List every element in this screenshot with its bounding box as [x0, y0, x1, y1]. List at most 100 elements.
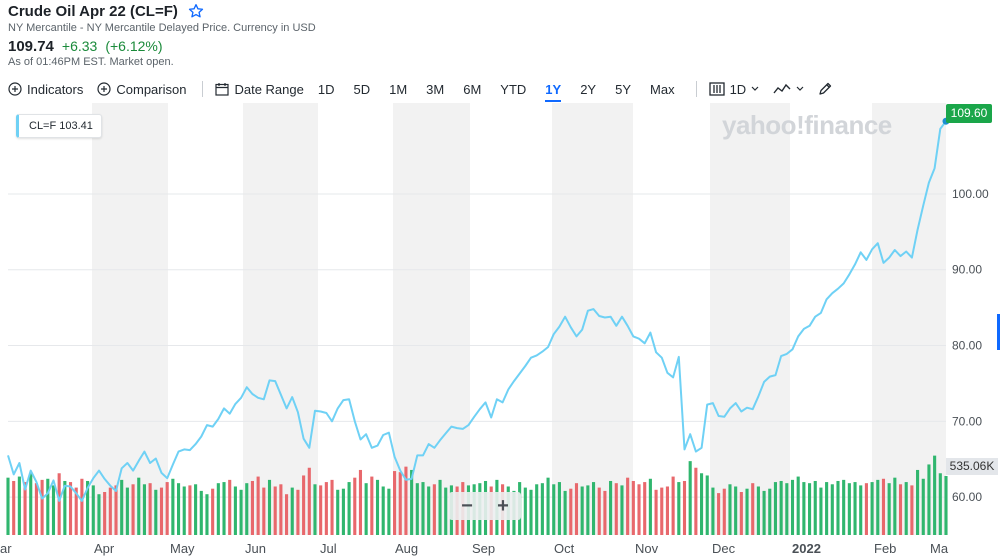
zoom-out-button[interactable]: −: [461, 494, 473, 517]
indicators-button[interactable]: Indicators: [8, 82, 83, 97]
volume-bar: [682, 480, 687, 535]
volume-bar: [432, 484, 436, 535]
volume-bar: [808, 483, 812, 535]
volume-bar: [847, 483, 851, 535]
volume-bar: [796, 476, 800, 535]
volume-bar: [273, 486, 277, 535]
side-panel-handle[interactable]: [997, 314, 1000, 350]
volume-bar: [745, 488, 749, 535]
range-3m-button[interactable]: 3M: [426, 81, 445, 97]
volume-bar: [307, 467, 311, 535]
volume-bar: [205, 494, 209, 535]
volume-bar: [341, 488, 345, 535]
x-tick-label: May: [170, 541, 195, 556]
volume-bar: [393, 471, 397, 535]
y-tick-label: 90.00: [952, 263, 982, 277]
volume-bar: [916, 469, 920, 535]
volume-bar: [427, 486, 431, 535]
volume-bar: [705, 475, 709, 535]
volume-bar: [68, 482, 73, 535]
x-tick-label: Sep: [472, 541, 495, 556]
price-series-line: [7, 120, 947, 502]
star-icon[interactable]: [188, 3, 204, 19]
volume-bar: [57, 473, 61, 535]
volume-bar: [290, 487, 294, 535]
volume-bar: [398, 472, 402, 535]
zoom-in-button[interactable]: +: [497, 494, 509, 517]
range-1m-button[interactable]: 1M: [389, 81, 408, 97]
comparison-button[interactable]: Comparison: [97, 82, 186, 97]
volume-bar: [773, 482, 778, 535]
draw-tool-button[interactable]: [818, 82, 832, 96]
month-band: [710, 103, 790, 535]
volume-bar: [239, 489, 243, 535]
date-range-button[interactable]: Date Range: [215, 81, 304, 97]
legend-label: CL=F 103.41: [29, 120, 93, 132]
volume-bar: [944, 476, 948, 535]
volume-bar: [313, 484, 317, 535]
range-5d-button[interactable]: 5D: [353, 81, 371, 97]
volume-bar: [131, 484, 135, 535]
volume-bar: [688, 461, 692, 535]
date-range-label: Date Range: [234, 81, 304, 97]
x-tick-label: 2022: [792, 541, 821, 556]
volume-bar: [319, 485, 323, 535]
volume-bar: [654, 489, 658, 535]
volume-bar: [199, 490, 203, 535]
line-chart-icon: [773, 83, 791, 94]
volume-bar: [574, 483, 579, 535]
interval-dropdown[interactable]: 1D: [708, 82, 760, 97]
series-legend[interactable]: CL=F 103.41: [16, 114, 102, 138]
volume-bar: [813, 480, 817, 535]
volume-bar: [631, 480, 635, 535]
volume-bar: [17, 476, 21, 535]
volume-bar: [216, 483, 220, 535]
volume-bar: [6, 477, 10, 535]
volume-bar: [404, 466, 408, 535]
volume-bar: [120, 479, 124, 535]
volume-bar: [535, 484, 539, 535]
volume-bar: [546, 477, 550, 535]
volume-bar: [580, 486, 584, 535]
range-2y-button[interactable]: 2Y: [580, 81, 597, 97]
volume-bar: [859, 485, 863, 535]
volume-bar: [370, 476, 374, 535]
volume-bar: [51, 485, 56, 535]
volume-bar: [853, 482, 857, 535]
volume-bar: [751, 483, 755, 535]
x-tick-label: Jul: [320, 541, 337, 556]
volume-bar: [921, 478, 925, 535]
price-change: +6.33: [61, 38, 98, 54]
x-tick-label: Aug: [395, 541, 418, 556]
volume-bar: [523, 487, 527, 535]
volume-bar: [176, 483, 181, 535]
range-ytd-button[interactable]: YTD: [500, 81, 527, 97]
volume-bar: [245, 483, 249, 535]
volume-bar: [898, 484, 903, 535]
y-tick-label: 100.00: [952, 187, 989, 201]
volume-bar: [734, 486, 738, 535]
volume-bar: [330, 479, 334, 535]
volume-bar: [296, 489, 300, 535]
volume-bar: [785, 483, 789, 535]
range-5y-button[interactable]: 5Y: [615, 81, 632, 97]
x-tick-label: Dec: [712, 541, 736, 556]
volume-bar: [620, 485, 624, 535]
toolbar-divider: [202, 81, 204, 97]
volume-bar: [29, 473, 33, 535]
volume-bar: [648, 478, 652, 535]
range-6m-button[interactable]: 6M: [463, 81, 482, 97]
range-1d-button[interactable]: 1D: [317, 81, 335, 97]
range-1y-button[interactable]: 1Y: [545, 81, 562, 102]
range-max-button[interactable]: Max: [650, 81, 675, 97]
volume-bar: [694, 467, 698, 535]
chart-type-dropdown[interactable]: [773, 83, 804, 95]
volume-bar: [938, 473, 942, 535]
volume-bar: [125, 487, 129, 535]
volume-bar: [97, 494, 101, 535]
volume-bar: [881, 478, 886, 535]
quote-header: Crude Oil Apr 22 (CL=F) NY Mercantile - …: [8, 0, 988, 69]
volume-bar: [108, 487, 112, 535]
volume-bar: [637, 484, 641, 535]
